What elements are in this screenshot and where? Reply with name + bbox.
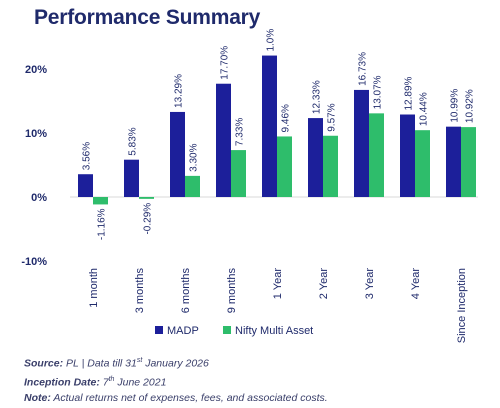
x-tick-label: 3 months <box>134 268 146 314</box>
bar-madp <box>354 89 369 197</box>
bar-nifty <box>461 127 476 197</box>
data-label: 10.99% <box>450 89 461 123</box>
bar-madp <box>308 118 323 197</box>
bar-madp <box>400 114 415 197</box>
source-note: Source: PL | Data till 31st January 2026 <box>24 357 209 370</box>
bar-nifty <box>139 197 154 199</box>
legend-nifty-swatch <box>223 326 231 334</box>
y-tick-label: 0% <box>31 192 47 204</box>
x-tick-label: 9 months <box>226 268 238 314</box>
bar-nifty <box>231 150 246 197</box>
data-label: 9.57% <box>327 103 338 131</box>
data-label: 7.33% <box>235 118 246 146</box>
bar-nifty <box>185 175 200 197</box>
data-label: -1.16% <box>97 208 108 240</box>
data-label: 3.30% <box>189 143 200 171</box>
data-labels: 3.56% -1.16% 5.83% -0.29% 13.29% 3.30% 17.70% 7… <box>82 29 476 240</box>
legend: MADP Nifty Multi Asset <box>155 325 313 337</box>
data-label: -0.29% <box>143 203 154 235</box>
x-tick-label: 6 months <box>180 268 192 314</box>
y-axis: 20% 10% 0% -10% <box>21 64 47 268</box>
data-label: 12.89% <box>404 76 415 110</box>
x-tick-label: 1 Year <box>272 268 284 300</box>
bar-madp <box>124 159 139 197</box>
y-tick-label: -10% <box>21 256 47 268</box>
bar-madp <box>78 174 93 197</box>
data-label: 1.0% <box>266 29 277 52</box>
data-label: 13.07% <box>373 75 384 109</box>
legend-nifty-label: Nifty Multi Asset <box>235 325 313 337</box>
x-tick-label: Since Inception <box>456 268 468 343</box>
legend-madp-label: MADP <box>167 325 199 337</box>
bar-nifty <box>93 197 108 205</box>
x-tick-label: 4 Year <box>410 268 422 300</box>
x-tick-label: 1 month <box>88 268 100 308</box>
x-tick-label: 2 Year <box>318 268 330 300</box>
bar-nifty <box>277 136 292 197</box>
bars <box>78 55 476 205</box>
data-label: 16.73% <box>358 52 369 86</box>
bar-madp <box>216 83 231 197</box>
bar-nifty <box>369 113 384 197</box>
data-label: 13.29% <box>174 74 185 108</box>
bar-nifty <box>415 130 430 197</box>
y-tick-label: 10% <box>25 128 47 140</box>
bar-madp <box>262 55 277 198</box>
bar-nifty <box>323 135 338 197</box>
data-label: 10.92% <box>465 89 476 123</box>
x-tick-label: 3 Year <box>364 268 376 300</box>
chart-title: Performance Summary <box>34 6 261 29</box>
bar-madp <box>170 111 185 197</box>
footnotes: Source: PL | Data till 31st January 2026… <box>24 353 328 406</box>
data-label: 5.83% <box>128 127 139 155</box>
data-label: 9.46% <box>281 104 292 132</box>
disclaimer-note: Note: Actual returns net of expenses, fe… <box>24 392 328 404</box>
inception-note: Inception Date: 7th June 2021 <box>24 375 167 389</box>
y-tick-label: 20% <box>25 64 47 76</box>
bar-madp <box>446 126 461 197</box>
data-label: 17.70% <box>220 46 231 80</box>
bar-chart: 20% 10% 0% -10% 3.56% -1.16% 5.83% -0.29% 13.29… <box>21 29 478 344</box>
legend-madp-swatch <box>155 326 163 334</box>
data-label: 3.56% <box>82 142 93 170</box>
data-label: 12.33% <box>312 80 323 114</box>
x-axis: 1 month 3 months 6 months 9 months 1 Year 2 Y… <box>88 268 468 344</box>
data-label: 10.44% <box>419 92 430 126</box>
